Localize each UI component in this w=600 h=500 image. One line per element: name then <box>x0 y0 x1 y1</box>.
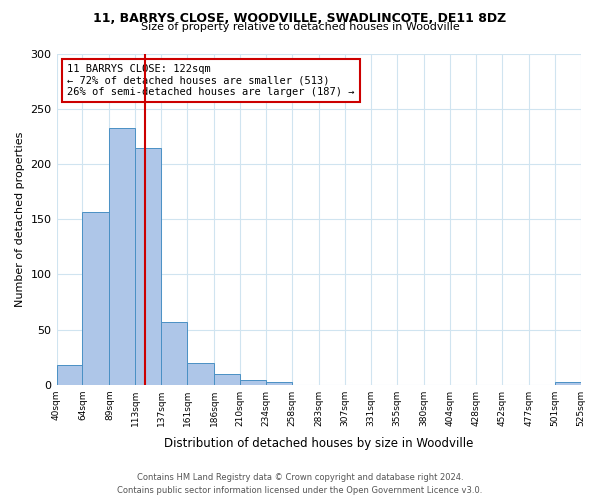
Bar <box>136 148 161 384</box>
Bar <box>187 362 214 384</box>
Bar <box>56 365 82 384</box>
Text: 11 BARRYS CLOSE: 122sqm
← 72% of detached houses are smaller (513)
26% of semi-d: 11 BARRYS CLOSE: 122sqm ← 72% of detache… <box>67 64 355 97</box>
Bar <box>82 212 109 384</box>
Text: Contains HM Land Registry data © Crown copyright and database right 2024.
Contai: Contains HM Land Registry data © Crown c… <box>118 474 482 495</box>
Bar <box>161 322 187 384</box>
Bar <box>109 128 136 384</box>
Text: Size of property relative to detached houses in Woodville: Size of property relative to detached ho… <box>140 22 460 32</box>
Bar <box>240 380 266 384</box>
Bar <box>554 382 581 384</box>
X-axis label: Distribution of detached houses by size in Woodville: Distribution of detached houses by size … <box>164 437 473 450</box>
Text: 11, BARRYS CLOSE, WOODVILLE, SWADLINCOTE, DE11 8DZ: 11, BARRYS CLOSE, WOODVILLE, SWADLINCOTE… <box>94 12 506 26</box>
Bar <box>266 382 292 384</box>
Bar <box>214 374 240 384</box>
Y-axis label: Number of detached properties: Number of detached properties <box>15 132 25 307</box>
